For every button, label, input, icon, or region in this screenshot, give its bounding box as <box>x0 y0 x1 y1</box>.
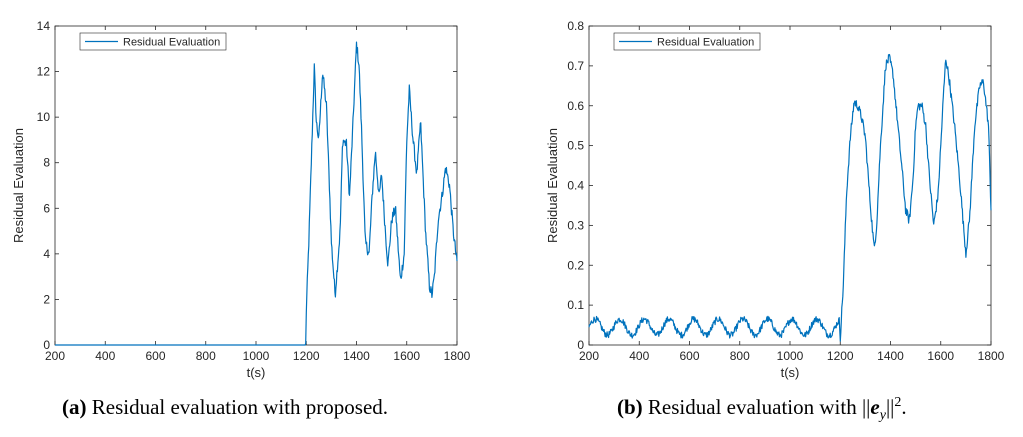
caption-b-text: Residual evaluation with <box>647 395 862 419</box>
caption-a: (a) Residual evaluation with proposed. <box>62 395 388 420</box>
x-tick-label-b: 1000 <box>777 349 804 363</box>
y-tick-label-b: 0.3 <box>567 218 584 232</box>
caption-a-label: (a) <box>62 395 87 419</box>
x-tick-label-b: 1600 <box>927 349 954 363</box>
x-tick-label-b: 200 <box>579 349 599 363</box>
y-tick-label-b: 0 <box>577 338 584 352</box>
y-tick-label-b: 0.2 <box>567 258 584 272</box>
x-tick-label-b: 1800 <box>978 349 1005 363</box>
legend-box-b <box>613 32 761 51</box>
y-axis-label-b: Residual Evaluation <box>545 128 560 243</box>
y-tick-label-b: 0.5 <box>567 139 584 153</box>
x-axis-label-b: t(s) <box>781 365 800 380</box>
x-tick-label-a: 1600 <box>393 349 420 363</box>
caption-b-label: (b) <box>617 395 643 419</box>
caption-b-tail: . <box>901 395 907 419</box>
y-tick-label-a: 10 <box>37 110 51 124</box>
caption-a-text: Residual evaluation with proposed. <box>91 395 389 419</box>
y-tick-label-b: 0.4 <box>567 179 584 193</box>
x-tick-label-a: 400 <box>95 349 115 363</box>
legend-box-a <box>79 32 227 51</box>
y-tick-label-a: 8 <box>43 156 50 170</box>
x-tick-label-b: 1200 <box>827 349 854 363</box>
caption-b-math-e: ey <box>870 395 886 424</box>
series-line-b-0 <box>588 53 992 342</box>
caption-b-norm-open: || <box>861 395 871 419</box>
x-tick-label-a: 1200 <box>293 349 320 363</box>
x-tick-label-b: 400 <box>629 349 649 363</box>
x-tick-label-a: 1000 <box>243 349 270 363</box>
x-axis-label-a: t(s) <box>247 365 266 380</box>
caption-b-norm-close: || <box>885 395 895 419</box>
x-tick-label-b: 800 <box>730 349 750 363</box>
x-tick-label-b: 1400 <box>877 349 904 363</box>
plot-area-a <box>54 25 458 346</box>
y-tick-label-a: 4 <box>43 247 50 261</box>
caption-b: (b) Residual evaluation with ||ey||2. <box>617 395 907 424</box>
y-tick-label-a: 14 <box>37 19 51 33</box>
chart-panel-a: 200 400 600 800 1000 1200 1400 1600 1800 0 2 4 6 8 10 1… <box>11 19 471 380</box>
y-tick-label-a: 2 <box>43 292 50 306</box>
legend-label-a: Residual Evaluation <box>123 37 220 49</box>
y-tick-label-a: 6 <box>43 201 50 215</box>
plot-area-b <box>588 25 992 346</box>
y-tick-label-b: 0.6 <box>567 99 584 113</box>
series-line-a-0 <box>54 41 458 346</box>
y-axis-label-a: Residual Evaluation <box>11 128 26 243</box>
y-tick-label-b: 0.7 <box>567 59 584 73</box>
x-tick-label-a: 200 <box>45 349 65 363</box>
x-tick-label-a: 600 <box>145 349 165 363</box>
y-tick-label-a: 12 <box>37 65 51 79</box>
chart-panel-b: 200 400 600 800 1000 1200 1400 1600 1800 0 0.1 0.2 0… <box>545 19 1005 380</box>
caption-b-exponent: 2 <box>894 395 902 410</box>
y-tick-label-a: 0 <box>43 338 50 352</box>
legend-label-b: Residual Evaluation <box>657 37 754 49</box>
x-tick-label-a: 1800 <box>444 349 471 363</box>
x-tick-label-a: 800 <box>196 349 216 363</box>
x-tick-label-a: 1400 <box>343 349 370 363</box>
y-tick-label-b: 0.8 <box>567 19 584 33</box>
y-tick-label-b: 0.1 <box>567 298 584 312</box>
x-tick-label-b: 600 <box>679 349 699 363</box>
